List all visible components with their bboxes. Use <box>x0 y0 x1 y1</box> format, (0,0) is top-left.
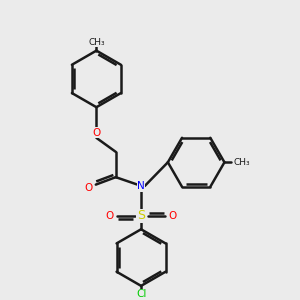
Text: O: O <box>106 211 114 221</box>
Text: N: N <box>137 181 145 191</box>
Text: O: O <box>85 183 93 193</box>
Text: O: O <box>92 128 101 137</box>
Text: CH₃: CH₃ <box>233 158 250 167</box>
Text: O: O <box>168 211 176 221</box>
Text: S: S <box>137 209 145 222</box>
Text: Cl: Cl <box>136 289 146 299</box>
Text: CH₃: CH₃ <box>88 38 105 47</box>
